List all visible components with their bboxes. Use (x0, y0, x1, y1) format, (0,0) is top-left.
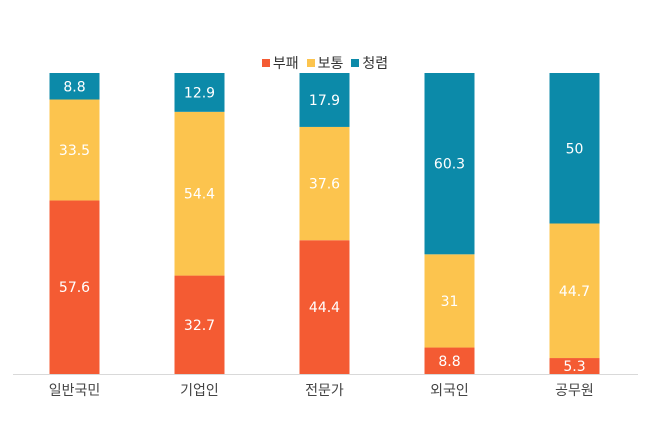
bar-segment (424, 73, 475, 255)
x-tick-label: 전문가 (305, 383, 344, 399)
bar-segment (49, 200, 100, 374)
data-label: 8.8 (63, 79, 85, 95)
x-tick-label: 공무원 (555, 383, 594, 399)
x-tick-label: 일반국민 (49, 383, 101, 399)
legend-label: 보통 (317, 56, 344, 72)
data-label: 54.4 (184, 187, 215, 203)
bar-segment (49, 73, 100, 100)
data-label: 32.7 (184, 318, 215, 334)
data-label: 44.4 (309, 300, 340, 316)
bar-segment (549, 73, 600, 224)
legend-item: 보통 (306, 56, 344, 72)
legend-label: 부패 (272, 56, 299, 72)
bar-segment (174, 111, 225, 276)
bar-segment (49, 99, 100, 201)
legend-item: 부패 (261, 56, 299, 72)
data-label: 57.6 (59, 280, 90, 296)
data-label: 31 (441, 294, 459, 310)
bar-segment (174, 275, 225, 374)
bar-segment (299, 126, 350, 241)
data-label: 8.8 (438, 354, 460, 370)
legend-item: 청렴 (351, 56, 388, 72)
data-label: 5.3 (563, 359, 585, 375)
data-label: 37.6 (309, 177, 340, 193)
data-label: 50 (566, 141, 584, 157)
bar-segment (424, 347, 475, 374)
legend-label: 청렴 (362, 56, 389, 72)
bar-segment (424, 254, 475, 348)
data-label: 33.5 (59, 143, 90, 159)
data-label: 12.9 (184, 85, 215, 101)
data-label: 60.3 (434, 157, 465, 173)
legend: 부패 보통 청렴 (0, 53, 650, 73)
data-label: 44.7 (559, 284, 590, 300)
bar-segment (299, 240, 350, 374)
legend-swatch (261, 59, 270, 67)
bar-segment (549, 358, 600, 374)
data-label: 17.9 (309, 93, 340, 109)
bar-segment (549, 223, 600, 359)
bar-segment (174, 73, 225, 112)
x-tick-label: 외국인 (430, 383, 469, 399)
legend-swatch (351, 59, 360, 67)
bar-segment (299, 73, 350, 127)
legend-swatch (306, 59, 315, 67)
x-tick-label: 기업인 (180, 383, 219, 399)
